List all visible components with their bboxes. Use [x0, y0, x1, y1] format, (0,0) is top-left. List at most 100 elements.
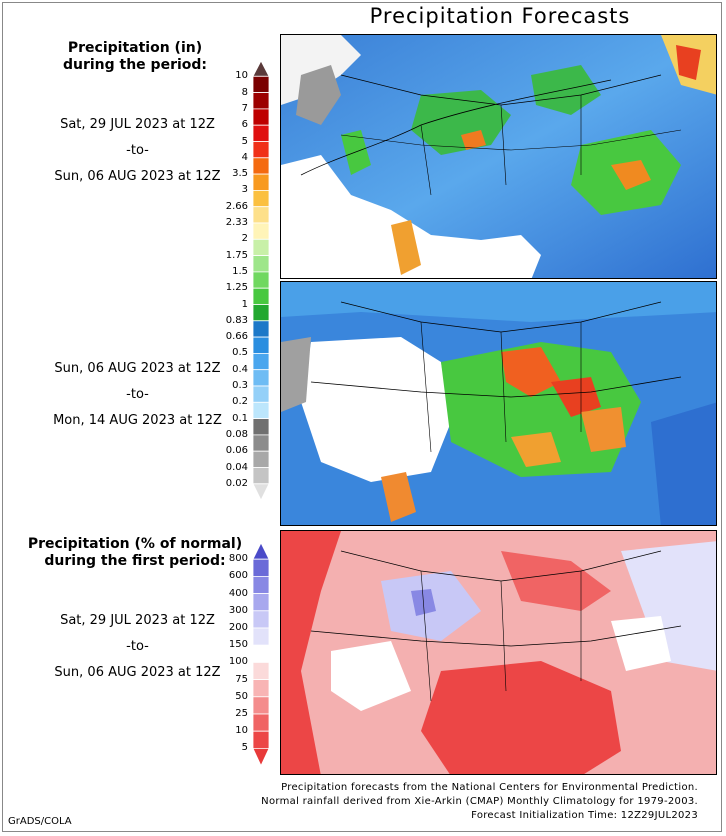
footer-line3: Forecast Initialization Time: 12Z29JUL20… [471, 810, 698, 821]
percent-swatch [252, 679, 270, 698]
percent-colorbar-label: 150 [228, 639, 248, 651]
amount-colorbar-label: 0.06 [225, 445, 248, 457]
amount-swatch [252, 141, 270, 159]
percent-colorbar-label: 800 [228, 553, 248, 565]
amount-swatch [252, 238, 270, 257]
percent-swatch [252, 747, 270, 767]
amount-heading-line1: Precipitation (in) [67, 40, 203, 56]
footer-notes: Precipitation forecasts from the Nationa… [261, 781, 698, 823]
period1-sep: -to- [126, 143, 149, 158]
amount-colorbar-label: 6 [241, 119, 248, 131]
amount-swatch [252, 189, 270, 208]
percent-swatch [252, 730, 270, 749]
percent-heading-line1: Precipitation (% of normal) [27, 536, 243, 552]
page-title: Precipitation Forecasts [369, 4, 631, 28]
amount-colorbar-svg [252, 60, 270, 502]
map-percent-normal [280, 530, 717, 775]
amount-colorbar-label: 0.66 [225, 331, 248, 343]
amount-colorbar-label: 5 [241, 135, 248, 147]
amount-colorbar-label: 3.5 [232, 168, 248, 180]
amount-swatch [252, 271, 270, 289]
amount-swatch [252, 336, 270, 354]
percent-colorbar-label: 200 [228, 622, 248, 633]
amount-colorbar-label: 1.75 [225, 249, 248, 261]
amount-swatch [252, 75, 270, 93]
amount-heading: Precipitation (in) during the period: [10, 40, 260, 74]
percent-swatch [252, 593, 270, 612]
period3-end: Sun, 06 AUG 2023 at 12Z [54, 665, 221, 680]
amount-colorbar-label: 4 [241, 151, 248, 163]
percent-swatch [252, 558, 270, 577]
amount-swatch [252, 60, 270, 77]
amount-colorbar-label: 1.5 [232, 265, 248, 277]
amount-colorbar-label: 1.25 [225, 282, 248, 294]
period2-sep: -to- [126, 387, 149, 402]
amount-swatch [252, 320, 270, 338]
period1-start: Sat, 29 JUL 2023 at 12Z [60, 117, 215, 132]
period3-sep: -to- [126, 639, 149, 654]
map-period2-amount [280, 281, 717, 526]
amount-swatch [252, 385, 270, 403]
amount-colorbar-label: 0.1 [232, 412, 248, 424]
amount-colorbar-label: 10 [235, 70, 248, 82]
period2-end: Mon, 14 AUG 2023 at 12Z [53, 413, 222, 428]
amount-colorbar-label: 1 [241, 298, 248, 310]
percent-heading: Precipitation (% of normal) during the f… [10, 536, 260, 570]
amount-swatch [252, 304, 270, 322]
percent-swatch [252, 696, 270, 715]
map-period2-svg [281, 282, 716, 525]
percent-colorbar-label: 10 [235, 725, 248, 737]
percent-swatch [252, 542, 270, 560]
footer-line2: Normal rainfall derived from Xie-Arkin (… [261, 796, 698, 807]
percent-colorbar-label: 100 [228, 656, 248, 668]
amount-swatch [252, 467, 270, 485]
amount-colorbar-label: 3 [241, 184, 248, 196]
amount-swatch [252, 124, 270, 142]
period1-end: Sun, 06 AUG 2023 at 12Z [54, 169, 221, 184]
percent-colorbar-label: 600 [228, 570, 248, 582]
amount-colorbar-label: 0.4 [232, 363, 248, 375]
period1-text: Sat, 29 JUL 2023 at 12Z -to- Sun, 06 AUG… [10, 112, 265, 190]
amount-swatch [252, 483, 270, 502]
amount-colorbar-label: 2.33 [225, 217, 248, 228]
amount-colorbar-label: 2 [241, 233, 248, 245]
amount-heading-line2: during the period: [62, 57, 208, 73]
amount-colorbar-label: 0.83 [225, 314, 248, 326]
amount-swatch [252, 206, 270, 224]
amount-colorbar-label: 0.04 [225, 461, 248, 473]
percent-colorbar-label: 400 [228, 587, 248, 599]
amount-swatch [252, 222, 270, 240]
amount-swatch [252, 173, 270, 191]
amount-swatch [252, 434, 270, 452]
map-period1-amount [280, 34, 717, 279]
percent-colorbar-label: 5 [241, 742, 248, 754]
amount-colorbar-label: 0.5 [232, 347, 248, 359]
amount-swatch [252, 92, 270, 110]
percent-colorbar-label: 50 [235, 690, 248, 702]
credit-text: GrADS/COLA [8, 816, 72, 827]
footer-line1: Precipitation forecasts from the Nationa… [281, 782, 698, 793]
percent-swatch [252, 662, 270, 681]
period2-text: Sun, 06 AUG 2023 at 12Z -to- Mon, 14 AUG… [10, 356, 265, 434]
amount-colorbar-label: 0.2 [232, 396, 248, 408]
amount-swatch [252, 369, 270, 387]
period3-text: Sat, 29 JUL 2023 at 12Z -to- Sun, 06 AUG… [10, 608, 265, 686]
period2-start: Sun, 06 AUG 2023 at 12Z [54, 361, 221, 376]
amount-swatch [252, 450, 270, 468]
percent-colorbar-label: 75 [235, 673, 248, 685]
amount-swatch [252, 352, 270, 371]
amount-colorbar-label: 2.66 [225, 200, 248, 212]
percent-swatch [252, 576, 270, 595]
map-percent-svg [281, 531, 716, 774]
amount-colorbar-label: 0.3 [232, 380, 248, 391]
percent-swatch [252, 713, 270, 732]
amount-swatch [252, 418, 270, 436]
percent-colorbar-label: 300 [228, 604, 248, 616]
amount-swatch [252, 157, 270, 175]
amount-colorbar-label: 0.02 [225, 477, 248, 489]
period3-start: Sat, 29 JUL 2023 at 12Z [60, 613, 215, 628]
percent-heading-line2: during the first period: [44, 553, 226, 569]
percent-swatch [252, 627, 270, 646]
amount-colorbar-label: 7 [241, 102, 248, 114]
amount-swatch [252, 287, 270, 305]
